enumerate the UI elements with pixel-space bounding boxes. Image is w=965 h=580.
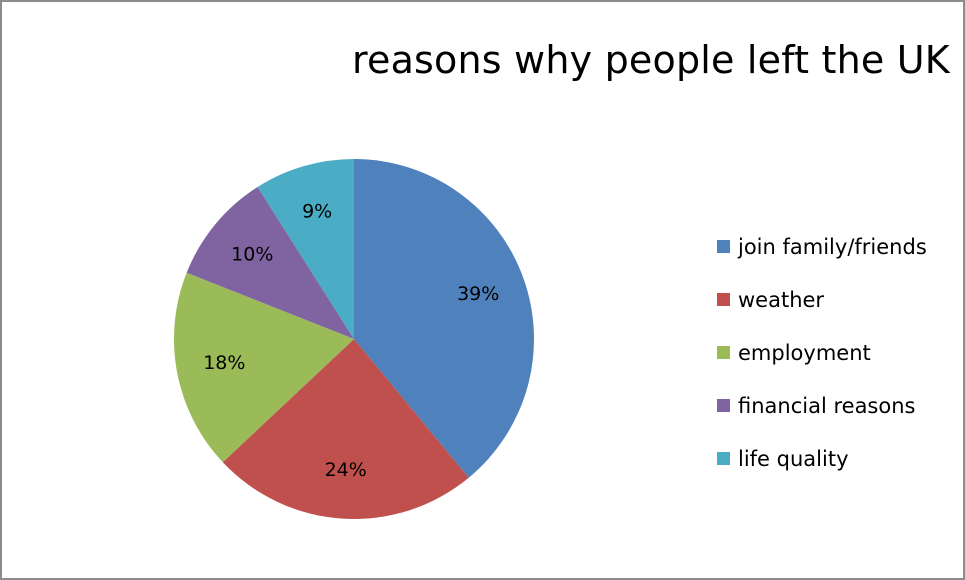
pie-slice-5 xyxy=(257,159,354,339)
legend-swatch-1 xyxy=(717,240,730,253)
slice-label-5: 9% xyxy=(302,201,332,223)
legend-item-2: weather xyxy=(717,273,962,326)
pie-slice-1 xyxy=(354,159,535,478)
legend-item-3: employment xyxy=(717,326,962,379)
pie-slices xyxy=(174,159,535,519)
slice-label-4: 10% xyxy=(231,243,273,265)
legend-label-1: join family/friends xyxy=(738,234,927,259)
slice-label-1: 39% xyxy=(457,283,499,305)
legend: join family/friends weather employment fina… xyxy=(717,220,962,485)
pie-slice-4 xyxy=(186,187,354,339)
slice-label-2: 24% xyxy=(325,459,367,481)
legend-swatch-3 xyxy=(717,346,730,359)
legend-swatch-2 xyxy=(717,293,730,306)
chart-title: reasons why people left the UK xyxy=(352,38,950,82)
legend-swatch-4 xyxy=(717,399,730,412)
legend-swatch-5 xyxy=(717,452,730,465)
legend-item-1: join family/friends xyxy=(717,220,962,273)
slice-label-3: 18% xyxy=(203,352,245,374)
legend-label-4: financial reasons xyxy=(738,393,916,418)
pie-slice-labels: 39% 24% 18% 10% 9% xyxy=(203,201,499,481)
legend-label-2: weather xyxy=(738,287,825,312)
legend-item-4: financial reasons xyxy=(717,379,962,432)
legend-item-5: life quality xyxy=(717,432,962,485)
legend-label-5: life quality xyxy=(738,446,849,471)
pie-slice-2 xyxy=(222,339,469,519)
legend-label-3: employment xyxy=(738,340,871,365)
pie-slice-3 xyxy=(174,272,354,463)
